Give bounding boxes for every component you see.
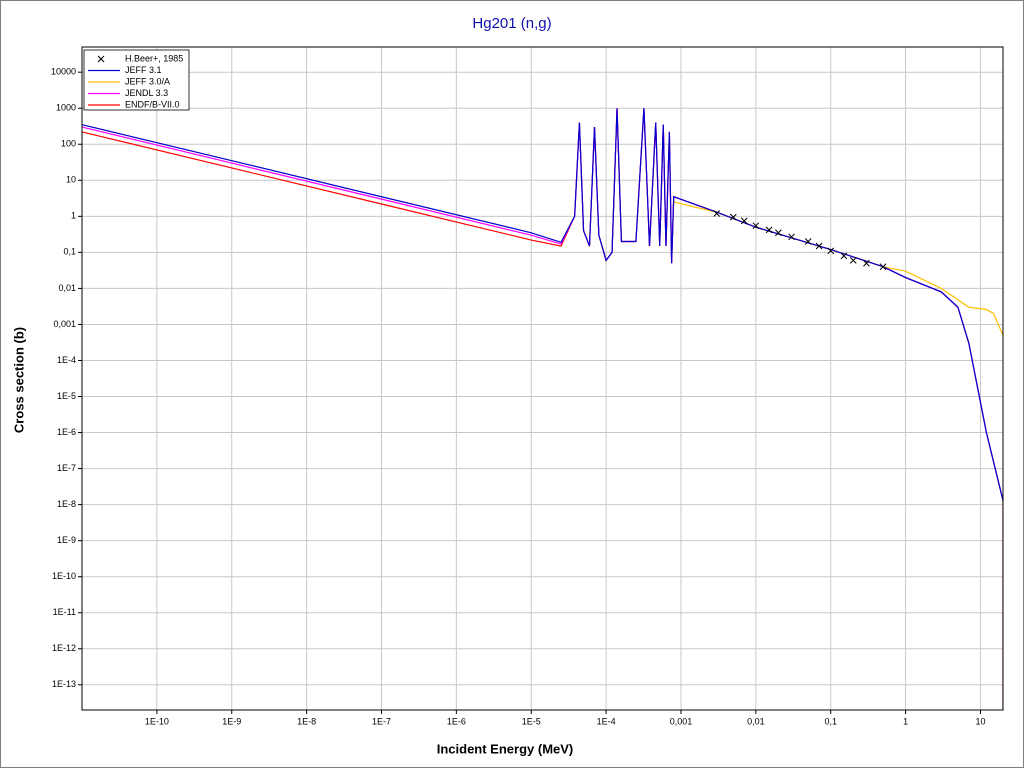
legend-marker xyxy=(97,55,105,63)
x-tick-label: 10 xyxy=(975,716,985,726)
x-tick-label: 1E-9 xyxy=(222,716,241,726)
legend-label: JEFF 3.0/A xyxy=(125,76,170,86)
data-point xyxy=(765,226,773,234)
legend-label: H.Beer+, 1985 xyxy=(125,53,183,63)
legend-label: JEFF 3.1 xyxy=(125,65,162,75)
data-point xyxy=(827,247,835,255)
y-axis-label: Cross section (b) xyxy=(11,327,26,433)
data-point xyxy=(804,238,812,245)
x-tick-label: 1E-6 xyxy=(447,716,466,726)
x-tick-label: 1E-5 xyxy=(522,716,541,726)
plot-border xyxy=(81,46,1004,711)
y-tick-label: 1E-11 xyxy=(53,607,76,617)
y-tick-label: 1E-12 xyxy=(52,643,76,653)
y-tick-label: 1000 xyxy=(56,103,76,113)
y-tick-label: 100 xyxy=(61,139,76,149)
series-line xyxy=(82,108,1003,501)
y-tick-label: 10 xyxy=(66,175,76,185)
y-tick-label: 1 xyxy=(71,211,76,221)
y-tick-label: 1E-10 xyxy=(52,571,76,581)
data-point xyxy=(729,213,737,221)
legend-label: ENDF/B-VII.0 xyxy=(125,99,180,109)
plot-area xyxy=(82,108,1003,710)
y-tick-label: 1E-13 xyxy=(52,679,76,689)
data-point xyxy=(775,229,782,237)
y-tick-label: 1E-6 xyxy=(57,427,76,437)
data-point xyxy=(840,252,848,260)
data-point xyxy=(849,257,857,264)
data-point xyxy=(863,259,870,267)
y-tick-label: 0,01 xyxy=(58,283,76,293)
x-tick-label: 0,1 xyxy=(824,716,837,726)
y-tick-label: 10000 xyxy=(51,67,76,77)
grid xyxy=(78,47,1003,714)
y-tick-label: 1E-4 xyxy=(57,355,76,365)
y-tick-label: 1E-9 xyxy=(57,535,76,545)
x-tick-label: 1E-10 xyxy=(145,716,169,726)
legend-label: JENDL 3.3 xyxy=(125,88,168,98)
y-tick-label: 1E-5 xyxy=(57,391,76,401)
data-point xyxy=(788,233,795,241)
x-tick-label: 1E-8 xyxy=(297,716,316,726)
y-tick-label: 0,001 xyxy=(53,319,76,329)
chart-title: Hg201 (n,g) xyxy=(472,15,551,32)
x-tick-label: 1 xyxy=(903,716,908,726)
x-tick-label: 1E-4 xyxy=(597,716,616,726)
data-point xyxy=(879,263,887,271)
y-tick-label: 1E-8 xyxy=(57,499,76,509)
data-point xyxy=(713,210,721,217)
x-tick-label: 1E-7 xyxy=(372,716,391,726)
x-tick-label: 0,01 xyxy=(747,716,765,726)
data-point xyxy=(815,242,823,250)
y-tick-label: 1E-7 xyxy=(57,463,76,473)
x-axis-label: Incident Energy (MeV) xyxy=(437,741,574,756)
x-tick-label: 0,001 xyxy=(670,716,693,726)
y-tick-label: 0,1 xyxy=(63,247,76,257)
data-point xyxy=(752,222,760,230)
data-point xyxy=(740,217,748,225)
